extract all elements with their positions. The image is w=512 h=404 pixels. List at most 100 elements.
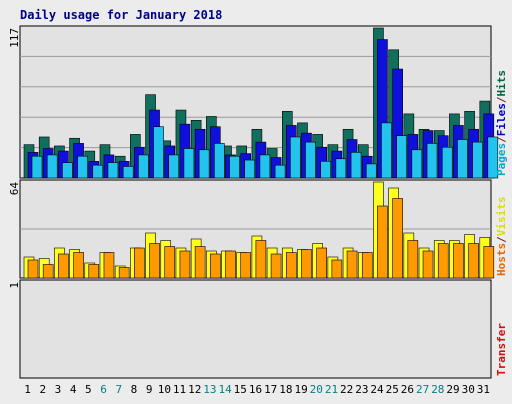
x-tick-label-day-9: 9 [146, 383, 153, 396]
bar-pages-day-26 [411, 149, 423, 179]
bar-hosts-day-13 [210, 253, 221, 279]
bar-hosts-day-4 [73, 252, 84, 279]
bar-pages-day-11 [183, 148, 195, 179]
panel-hits-files-pages-side-label: Pages/Files/Hits [495, 70, 508, 176]
side-label-hosts: Hosts [495, 243, 508, 276]
bar-pages-day-12 [198, 149, 210, 179]
bar-hosts-day-21 [331, 259, 343, 279]
x-tick-label-day-5: 5 [85, 383, 92, 396]
side-label-slash: / [495, 236, 508, 243]
bar-pages-day-21 [335, 158, 347, 179]
bar-hosts-day-26 [407, 240, 419, 279]
x-tick-label-day-16: 16 [249, 383, 262, 396]
side-label-slash: / [495, 136, 508, 143]
x-tick-label-day-18: 18 [279, 383, 292, 396]
x-tick-label-day-7: 7 [115, 383, 122, 396]
bar-pages-day-25 [396, 135, 407, 179]
side-label-transfer: Transfer [495, 323, 508, 376]
panel-transfer-axis-label: 1 [8, 282, 21, 289]
x-tick-label-day-29: 29 [446, 383, 459, 396]
x-tick-label-day-2: 2 [39, 383, 46, 396]
x-tick-label-day-30: 30 [462, 383, 475, 396]
bar-pages-day-1 [31, 155, 43, 179]
bar-pages-day-31 [487, 136, 499, 179]
bar-pages-day-30 [472, 141, 483, 179]
x-tick-label-day-28: 28 [431, 383, 444, 396]
panel-transfer-frame [19, 279, 492, 379]
bar-pages-day-9 [153, 126, 164, 179]
bar-pages-day-4 [77, 155, 88, 179]
bar-hosts-day-30 [468, 243, 479, 279]
bar-hosts-day-8 [134, 247, 145, 279]
bar-hosts-day-27 [422, 250, 434, 279]
bar-hosts-day-18 [285, 252, 297, 279]
x-tick-label-day-17: 17 [264, 383, 277, 396]
bar-pages-day-10 [168, 154, 180, 179]
x-tick-label-day-21: 21 [325, 383, 338, 396]
bar-pages-day-2 [46, 154, 58, 179]
bar-hosts-day-20 [316, 247, 327, 279]
x-tick-label-day-24: 24 [370, 383, 384, 396]
side-label-files: Files [495, 103, 508, 136]
bar-pages-day-23 [365, 163, 377, 179]
panel-hits-files-pages-axis-label: 117 [8, 28, 21, 48]
bar-pages-day-7 [122, 166, 134, 179]
x-tick-label-day-6: 6 [100, 383, 107, 396]
bar-hosts-day-28 [437, 243, 449, 279]
bar-pages-day-17 [274, 164, 286, 179]
bar-hosts-day-29 [453, 243, 464, 279]
x-tick-label-day-22: 22 [340, 383, 353, 396]
bar-pages-day-27 [426, 143, 438, 179]
bar-hosts-day-11 [179, 250, 191, 279]
bar-hosts-day-16 [255, 240, 267, 279]
side-label-visits: Visits [495, 197, 508, 237]
bar-hosts-day-17 [270, 253, 282, 279]
bar-pages-day-13 [214, 143, 225, 179]
bar-hosts-day-19 [301, 249, 312, 279]
x-tick-label-day-25: 25 [386, 383, 399, 396]
bar-hosts-day-25 [392, 198, 403, 279]
bar-hosts-day-9 [149, 243, 160, 279]
bar-pages-day-3 [62, 162, 73, 179]
x-tick-label-day-1: 1 [24, 383, 31, 396]
x-tick-label-day-15: 15 [234, 383, 247, 396]
x-tick-label-day-11: 11 [173, 383, 186, 396]
panel-transfer-side-label: Transfer [495, 323, 508, 376]
bar-pages-day-18 [289, 136, 301, 179]
bar-hosts-day-3 [58, 253, 69, 279]
bar-hosts-day-5 [88, 264, 100, 279]
x-tick-label-day-27: 27 [416, 383, 429, 396]
panel-visits-hosts-axis-label: 64 [8, 182, 21, 196]
bar-pages-day-16 [259, 154, 271, 179]
panel-visits-hosts-side-label: Hosts/Visits [495, 197, 508, 277]
bar-pages-day-5 [92, 164, 104, 179]
chart-title: Daily usage for January 2018 [20, 8, 222, 22]
side-label-hits: Hits [495, 70, 508, 97]
bar-hosts-day-14 [225, 250, 236, 279]
side-label-pages: Pages [495, 143, 508, 176]
bar-hosts-day-24 [377, 205, 388, 279]
x-tick-label-day-26: 26 [401, 383, 414, 396]
x-tick-label-day-10: 10 [158, 383, 171, 396]
x-tick-label-day-12: 12 [188, 383, 201, 396]
bar-pages-day-8 [138, 154, 149, 179]
bar-hosts-day-1 [27, 259, 39, 279]
bar-hosts-day-2 [42, 264, 54, 279]
x-tick-label-day-13: 13 [203, 383, 216, 396]
x-tick-label-day-19: 19 [294, 383, 307, 396]
x-tick-label-day-23: 23 [355, 383, 368, 396]
bar-hosts-day-23 [361, 252, 373, 279]
bar-pages-day-24 [381, 122, 392, 179]
bar-hosts-day-12 [194, 246, 206, 279]
bar-pages-day-28 [441, 146, 453, 179]
bar-hosts-day-7 [118, 267, 130, 279]
bar-hosts-day-6 [103, 252, 115, 279]
x-tick-label-day-14: 14 [218, 383, 232, 396]
x-tick-label-day-20: 20 [310, 383, 323, 396]
bar-hosts-day-15 [240, 252, 252, 279]
bar-pages-day-15 [244, 159, 256, 179]
bar-pages-day-20 [320, 161, 331, 179]
x-tick-label-day-3: 3 [55, 383, 62, 396]
